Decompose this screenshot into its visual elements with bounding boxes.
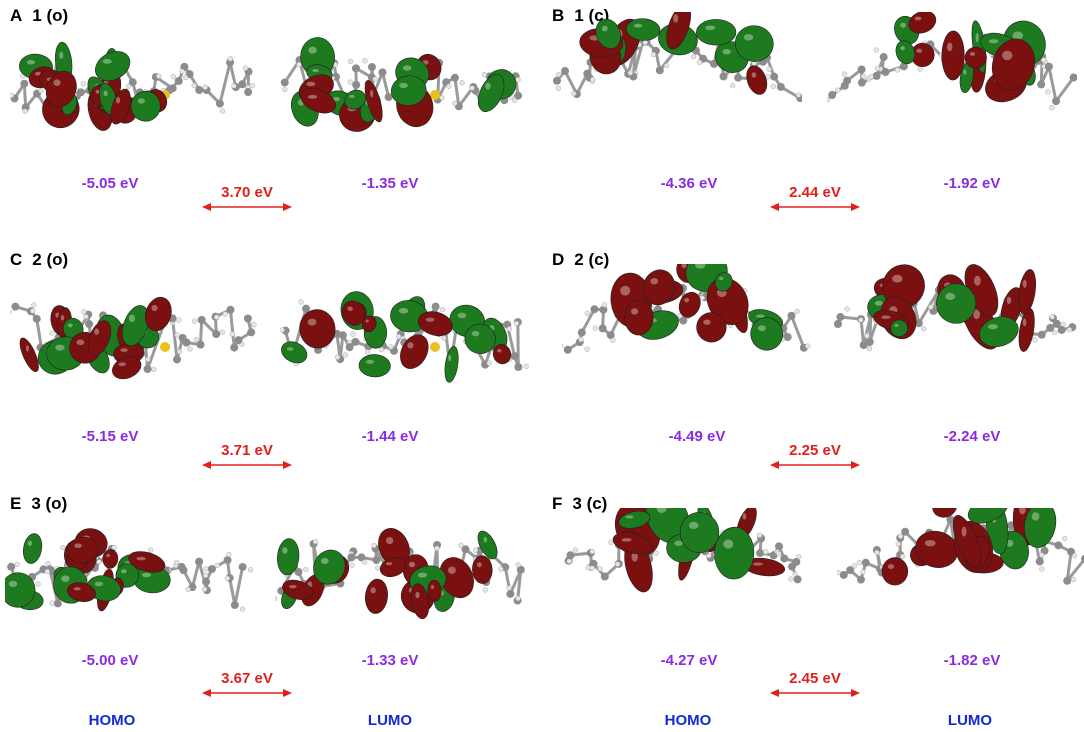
energy-gap: 3.71 eV [202,442,292,470]
lumo-label: LUMO [367,712,413,729]
lumo-energy: -1.35 eV [361,175,419,192]
lumo-orbital-open-1 [280,37,523,132]
lumo-energy: -1.82 eV [943,652,1001,669]
homo-orbital-closed-3 [564,508,802,593]
lumo-energy: -1.92 eV [943,175,1001,192]
lumo-orbital-closed-2 [833,264,1077,352]
energy-gap: 2.45 eV [770,670,860,698]
lumo-orbital-open-2 [280,291,529,383]
energy-gap: 3.70 eV [202,184,292,212]
homo-orbital-closed-2 [562,264,811,354]
lumo-orbital-closed-3 [837,508,1084,586]
lumo-energy: -2.24 eV [943,428,1001,445]
energy-gap: 3.67 eV [202,670,292,698]
homo-energy: -5.00 eV [81,652,139,669]
lumo-label: LUMO [947,712,993,729]
homo-energy: -4.27 eV [660,652,718,669]
homo-energy: -4.49 eV [668,428,726,445]
homo-label: HOMO [88,712,136,729]
homo-energy: -5.05 eV [81,175,139,192]
lumo-orbital-closed-1 [827,12,1077,111]
homo-energy: -4.36 eV [660,175,718,192]
energy-gap: 2.25 eV [770,442,860,470]
lumo-orbital-open-3 [275,528,525,620]
homo-orbital-open-3 [5,528,254,612]
homo-energy: -5.15 eV [81,428,139,445]
energy-gap: 2.44 eV [770,184,860,212]
homo-orbital-closed-1 [552,12,802,103]
homo-orbital-open-1 [10,41,255,131]
homo-orbital-open-2 [10,296,257,380]
homo-label: HOMO [664,712,712,729]
lumo-energy: -1.44 eV [361,428,419,445]
lumo-energy: -1.33 eV [361,652,419,669]
